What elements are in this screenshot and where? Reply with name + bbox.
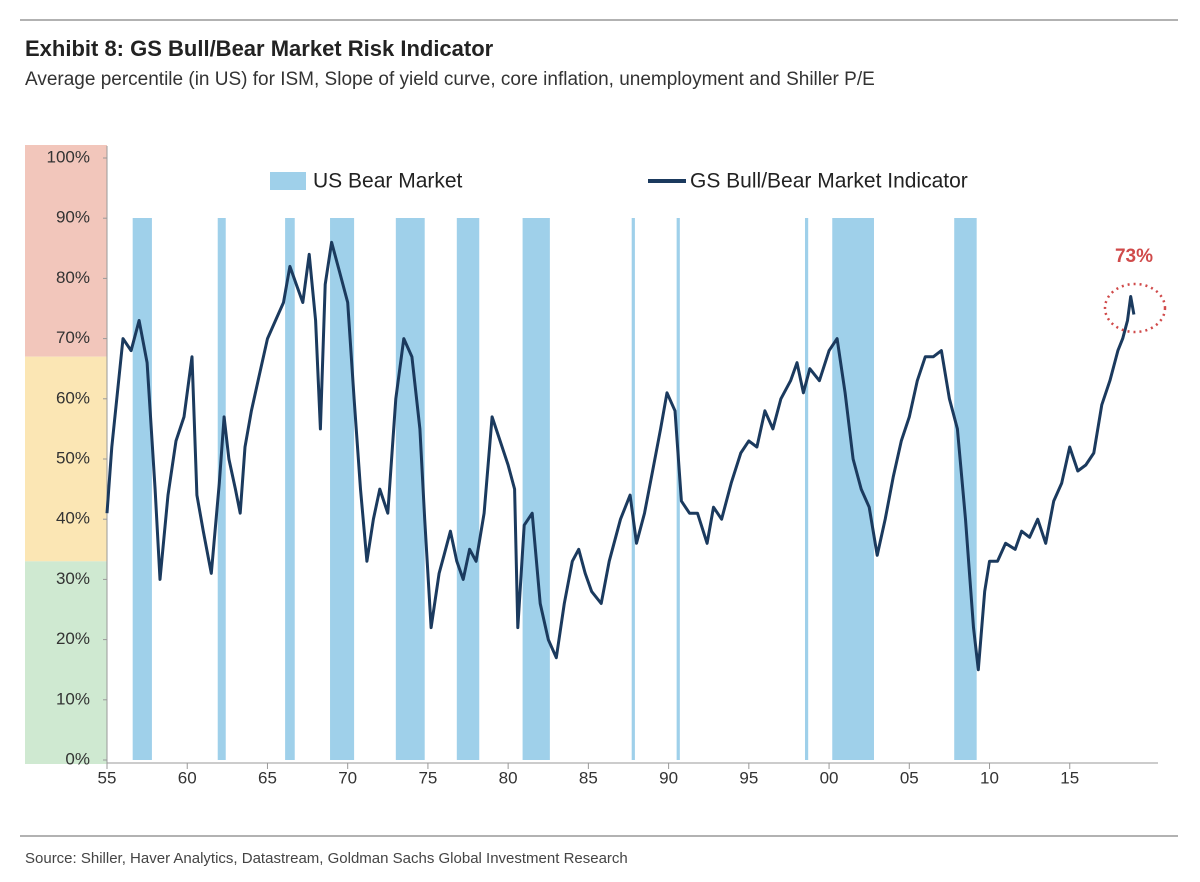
- bear-market-band: [832, 218, 874, 760]
- x-tick-label: 65: [258, 768, 277, 787]
- y-tick-label: 10%: [56, 689, 90, 708]
- x-tick-label: 75: [418, 768, 437, 787]
- bear-market-band: [954, 218, 977, 760]
- chart-title: Exhibit 8: GS Bull/Bear Market Risk Indi…: [25, 36, 494, 61]
- x-tick-label: 60: [178, 768, 197, 787]
- chart-subtitle: Average percentile (in US) for ISM, Slop…: [25, 69, 875, 90]
- y-tick-label: 90%: [56, 208, 90, 227]
- y-tick-label: 40%: [56, 509, 90, 528]
- x-tick-label: 15: [1060, 768, 1079, 787]
- plot-area: 0% 10% 20% 30% 40% 50% 60% 70% 80% 90% 100% 55 60 65 7…: [47, 146, 1158, 787]
- indicator-line: [105, 240, 1136, 672]
- legend-label: US Bear Market: [313, 170, 463, 193]
- x-tick-label: 90: [659, 768, 678, 787]
- x-tick-label: 05: [900, 768, 919, 787]
- x-tick-label: 95: [739, 768, 758, 787]
- bear-market-band: [217, 218, 226, 760]
- y-tick-label: 70%: [56, 328, 90, 347]
- bear-market-band: [395, 218, 425, 760]
- bear-market-band: [631, 218, 635, 760]
- y-tick-label: 0%: [65, 749, 90, 768]
- x-tick-label: 85: [579, 768, 598, 787]
- x-tick-label: 70: [338, 768, 357, 787]
- legend-swatch: [270, 172, 306, 190]
- bear-market-band: [132, 218, 152, 760]
- y-tick-label: 80%: [56, 268, 90, 287]
- source: Source: Shiller, Haver Analytics, Datast…: [25, 850, 628, 867]
- bear-market-band: [456, 218, 480, 760]
- x-tick-label: 10: [980, 768, 999, 787]
- zone: [25, 561, 107, 764]
- y-tick-label: 20%: [56, 629, 90, 648]
- zone: [25, 145, 107, 357]
- zones: [25, 145, 107, 764]
- bear-market-band: [676, 218, 680, 760]
- annotation: 73%: [1115, 246, 1153, 267]
- bear-market-band: [804, 218, 809, 760]
- legend-label: GS Bull/Bear Market Indicator: [690, 170, 968, 193]
- bear-market-band: [285, 218, 295, 760]
- x-tick-label: 80: [499, 768, 518, 787]
- x-tick-label: 00: [820, 768, 839, 787]
- y-tick-label: 30%: [56, 569, 90, 588]
- highlight-circle: [1103, 282, 1167, 334]
- y-tick-label: 50%: [56, 448, 90, 467]
- y-tick-label: 100%: [47, 147, 90, 166]
- zone: [25, 356, 107, 562]
- bear-market-band: [330, 218, 355, 760]
- bear-market-band: [522, 218, 550, 760]
- x-tick-label: 55: [98, 768, 117, 787]
- y-tick-label: 60%: [56, 388, 90, 407]
